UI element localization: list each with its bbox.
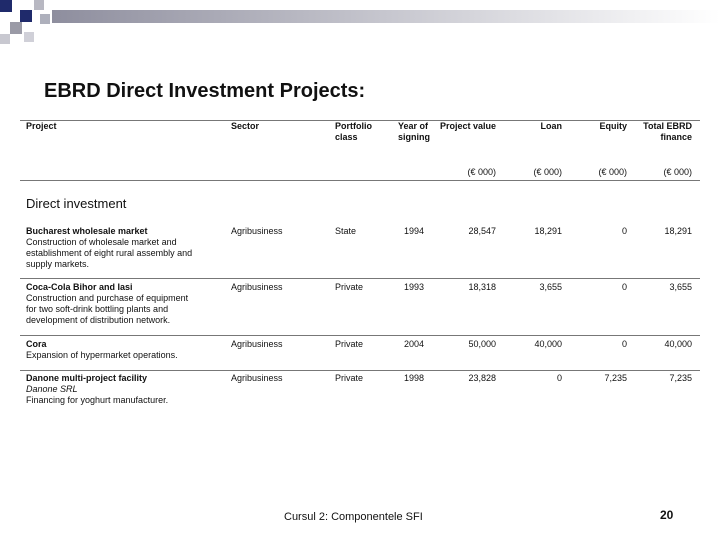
column-header: Portfolio class	[335, 121, 372, 142]
rule	[20, 180, 700, 181]
cell-equity: 7,235	[604, 373, 627, 383]
cell-class: Private	[335, 339, 364, 349]
unit-label: (€ 000)	[467, 167, 496, 177]
column-header: Project	[26, 121, 57, 131]
rule	[20, 335, 700, 336]
cell-class: Private	[335, 373, 364, 383]
cell-class: State	[335, 226, 357, 236]
cell-value: 23,828	[468, 373, 496, 383]
unit-label: (€ 000)	[533, 167, 562, 177]
unit-label: (€ 000)	[663, 167, 692, 177]
project-description: for two soft-drink bottling plants and	[26, 304, 169, 314]
unit-label: (€ 000)	[598, 167, 627, 177]
column-header: Sector	[231, 121, 260, 131]
column-header: Loan	[540, 121, 563, 131]
cell-sector: Agribusiness	[231, 226, 283, 236]
cell-loan: 40,000	[534, 339, 562, 349]
cell-equity: 0	[621, 339, 627, 349]
page-number: 20	[660, 508, 674, 522]
cell-value: 50,000	[468, 339, 496, 349]
rule	[20, 278, 700, 279]
project-name: Coca-Cola Bihor and Iasi	[26, 282, 133, 292]
cell-value: 28,547	[468, 226, 496, 236]
cell-equity: 0	[621, 282, 627, 292]
cell-sector: Agribusiness	[231, 282, 283, 292]
cell-loan: 3,655	[539, 282, 562, 292]
project-description: Construction of wholesale market and	[26, 237, 177, 247]
cell-total: 18,291	[664, 226, 692, 236]
column-header: Equity	[599, 121, 627, 131]
cell-total: 3,655	[669, 282, 692, 292]
project-name: Bucharest wholesale market	[26, 226, 148, 236]
decoration	[0, 0, 720, 44]
project-description: Financing for yoghurt manufacturer.	[26, 395, 169, 405]
rule	[20, 370, 700, 371]
column-header: Project value	[439, 121, 496, 131]
cell-sector: Agribusiness	[231, 339, 283, 349]
cell-sector: Agribusiness	[231, 373, 283, 383]
cell-total: 7,235	[669, 373, 692, 383]
cell-year: 1994	[404, 226, 425, 236]
cell-year: 1998	[404, 373, 425, 383]
cell-year: 1993	[404, 282, 425, 292]
project-name: Danone multi-project facility	[26, 373, 148, 383]
project-description: development of distribution network.	[26, 315, 171, 325]
column-header: Total EBRD finance	[643, 121, 692, 142]
cell-year: 2004	[404, 339, 425, 349]
cell-total: 40,000	[664, 339, 692, 349]
project-name: Cora	[26, 339, 47, 349]
cell-equity: 0	[621, 226, 627, 236]
project-subname: Danone SRL	[26, 384, 78, 394]
footer-text: Cursul 2: Componentele SFI	[284, 511, 423, 523]
cell-loan: 18,291	[534, 226, 562, 236]
project-description: Construction and purchase of equipment	[26, 293, 189, 303]
cell-loan: 0	[556, 373, 562, 383]
rule	[20, 120, 700, 121]
project-description: supply markets.	[26, 259, 90, 269]
slide-title: EBRD Direct Investment Projects:	[44, 80, 366, 102]
section-label: Direct investment	[26, 196, 127, 211]
project-description: Expansion of hypermarket operations.	[26, 350, 178, 360]
cell-value: 18,318	[468, 282, 496, 292]
project-description: establishment of eight rural assembly an…	[26, 248, 193, 258]
column-header: Year of signing	[398, 121, 430, 142]
cell-class: Private	[335, 282, 364, 292]
